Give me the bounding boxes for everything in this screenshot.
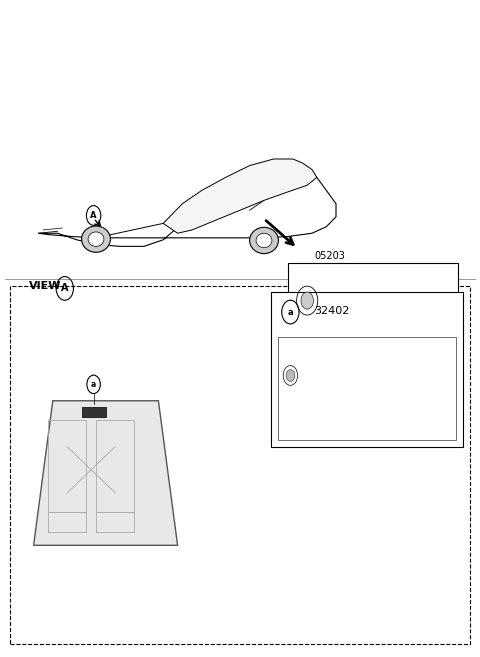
Text: A: A [61,283,69,294]
FancyBboxPatch shape [288,263,458,338]
Text: a: a [91,380,96,389]
Text: 32402: 32402 [314,306,350,316]
Ellipse shape [250,227,278,254]
Bar [278,337,456,440]
FancyBboxPatch shape [271,292,463,447]
Text: a: a [288,307,293,317]
PathPatch shape [163,159,317,233]
Circle shape [301,292,313,309]
Text: VIEW: VIEW [29,281,61,291]
Text: A: A [90,211,97,220]
FancyBboxPatch shape [82,407,106,417]
Text: 05203: 05203 [314,251,345,261]
PathPatch shape [38,161,336,246]
Bar [10,286,470,644]
Ellipse shape [88,232,104,246]
PathPatch shape [34,401,178,545]
Ellipse shape [256,233,272,248]
Ellipse shape [82,226,110,252]
Circle shape [286,369,295,381]
